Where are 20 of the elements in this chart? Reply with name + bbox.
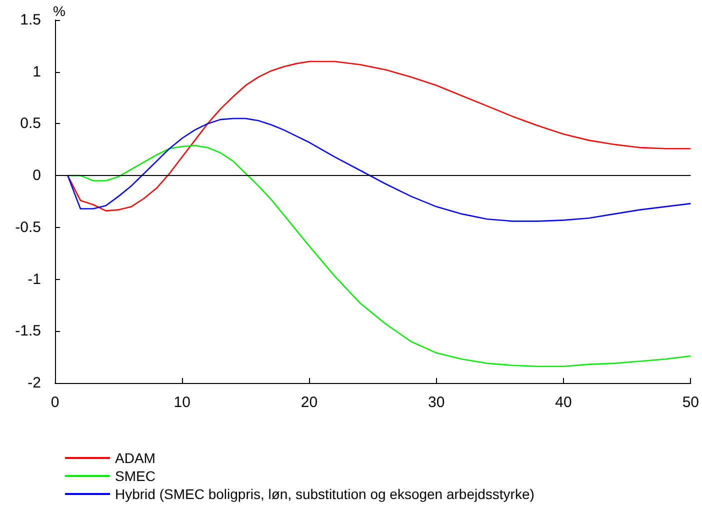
legend-label: Hybrid (SMEC boligpris, løn, substitution og eksogen arbejdsstyrke)	[115, 486, 534, 502]
y-tick-label: -2	[28, 374, 41, 392]
y-tick-label: 1.5	[20, 12, 41, 28]
y-tick-label: -1.5	[15, 322, 41, 340]
x-tick-label: 50	[682, 394, 699, 411]
y-tick-label: -1	[28, 270, 41, 288]
legend-label: SMEC	[115, 468, 156, 484]
x-tick-label: 40	[555, 394, 572, 411]
x-tick-label: 10	[174, 394, 190, 411]
y-axis-title: %	[53, 3, 66, 19]
y-tick-label: 0	[32, 167, 41, 184]
line-series	[67, 118, 692, 222]
line-series	[67, 60, 692, 212]
y-tick-label: 0.5	[20, 115, 41, 132]
x-tick-label: 30	[428, 394, 445, 411]
x-tick-label: 0	[50, 394, 60, 411]
y-tick-label: 1	[32, 63, 41, 80]
x-tick-label: 20	[300, 394, 318, 411]
y-tick-label: -0.5	[15, 218, 41, 236]
legend-label: ADAM	[115, 450, 156, 466]
